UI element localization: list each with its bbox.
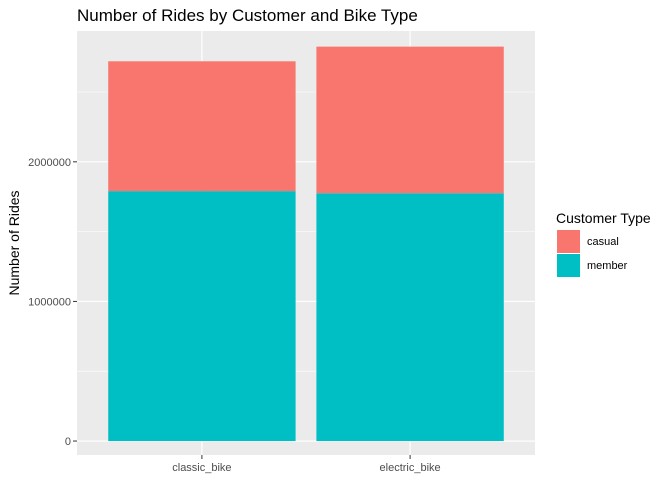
y-tick-label: 0 (65, 436, 71, 448)
bar-classic_bike-casual (108, 61, 296, 192)
x-tick-label: classic_bike (172, 462, 231, 474)
x-tick-label: electric_bike (380, 462, 441, 474)
legend-label-member: member (587, 260, 628, 272)
legend-label-casual: casual (587, 236, 619, 248)
bar-electric_bike-casual (316, 46, 504, 194)
bar-layer (108, 46, 504, 442)
y-tick-label: 2000000 (28, 157, 71, 169)
bar-classic_bike-member (108, 191, 296, 442)
chart-title: Number of Rides by Customer and Bike Typ… (77, 6, 418, 25)
y-tick-label: 1000000 (28, 296, 71, 308)
axis-layer: 0 1000000 2000000 classic_bike electric_bike (28, 157, 440, 474)
legend-swatch-casual (557, 230, 580, 253)
bar-electric_bike-member (316, 193, 504, 442)
y-axis-label: Number of Rides (6, 190, 22, 295)
legend: Customer Type casual member (556, 210, 651, 277)
legend-title: Customer Type (556, 210, 651, 226)
legend-entries: casual member (557, 230, 628, 277)
legend-swatch-member (557, 254, 580, 277)
